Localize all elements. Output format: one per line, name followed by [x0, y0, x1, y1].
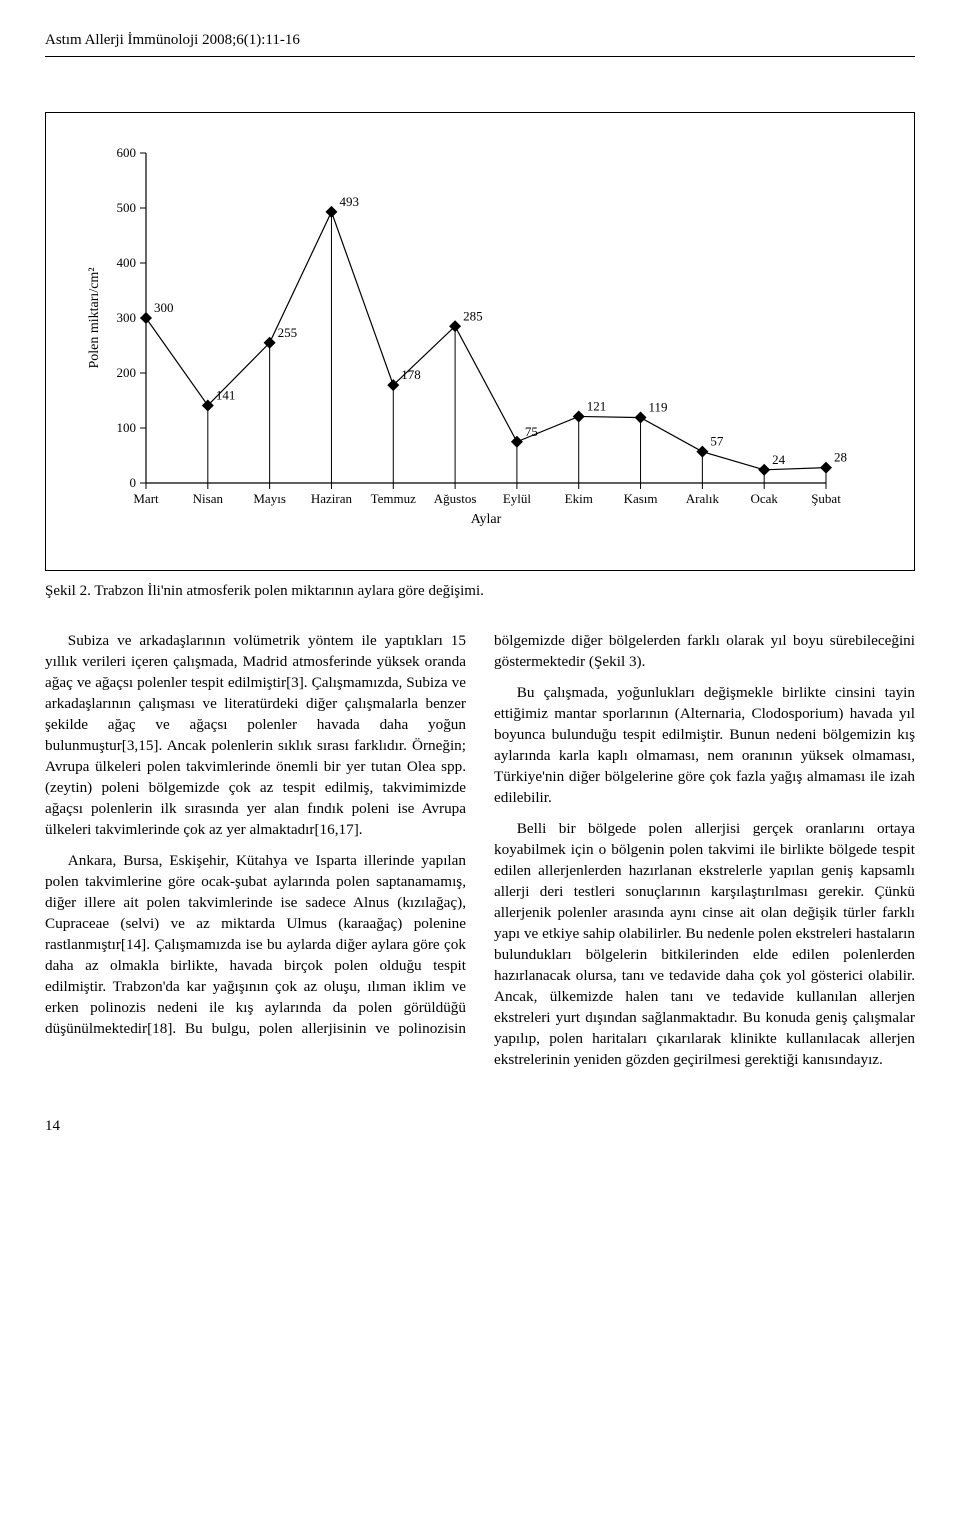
svg-text:Eylül: Eylül [503, 491, 532, 506]
header-rule [45, 56, 915, 57]
chart-svg: 0 100 200 300 400 500 600 Polen miktarı/cm² Mart… [71, 133, 851, 538]
svg-text:300: 300 [154, 300, 174, 315]
svg-text:57: 57 [710, 433, 724, 448]
page-number: 14 [45, 1116, 915, 1137]
svg-text:400: 400 [117, 255, 137, 270]
svg-text:100: 100 [117, 420, 137, 435]
svg-text:Mart: Mart [133, 491, 159, 506]
paragraph: Subiza ve arkadaşlarının volümetrik yönt… [45, 631, 466, 841]
svg-text:0: 0 [130, 475, 137, 490]
svg-text:Temmuz: Temmuz [371, 491, 417, 506]
svg-text:Aralık: Aralık [686, 491, 720, 506]
svg-text:Ekim: Ekim [565, 491, 593, 506]
svg-text:600: 600 [117, 145, 137, 160]
svg-text:285: 285 [463, 308, 483, 323]
body-columns: Subiza ve arkadaşlarının volümetrik yönt… [45, 631, 915, 1070]
svg-text:Haziran: Haziran [311, 491, 353, 506]
svg-text:Mayıs: Mayıs [253, 491, 285, 506]
paragraph: Belli bir bölgede polen allerjisi gerçek… [494, 819, 915, 1071]
svg-text:141: 141 [216, 387, 236, 402]
svg-text:28: 28 [834, 449, 847, 464]
svg-text:Ocak: Ocak [750, 491, 778, 506]
svg-text:Polen miktarı/cm²: Polen miktarı/cm² [87, 267, 102, 368]
svg-text:178: 178 [401, 367, 421, 382]
svg-text:24: 24 [772, 451, 786, 466]
svg-text:Kasım: Kasım [624, 491, 658, 506]
svg-text:500: 500 [117, 200, 137, 215]
paragraph: Bu çalışmada, yoğunlukları değişmekle bi… [494, 683, 915, 809]
svg-text:Nisan: Nisan [193, 491, 224, 506]
svg-text:200: 200 [117, 365, 137, 380]
svg-text:Ağustos: Ağustos [434, 491, 477, 506]
svg-text:75: 75 [525, 423, 538, 438]
svg-text:300: 300 [117, 310, 137, 325]
running-head: Astım Allerji İmmünoloji 2008;6(1):11-16 [45, 30, 915, 51]
svg-text:493: 493 [339, 194, 359, 209]
svg-text:Şubat: Şubat [811, 491, 841, 506]
svg-text:255: 255 [278, 324, 298, 339]
svg-text:Aylar: Aylar [471, 512, 502, 527]
svg-text:119: 119 [649, 399, 668, 414]
svg-text:121: 121 [587, 398, 607, 413]
pollen-chart: 0 100 200 300 400 500 600 Polen miktarı/cm² Mart… [45, 112, 915, 571]
figure-caption: Şekil 2. Trabzon İli'nin atmosferik pole… [45, 581, 915, 602]
